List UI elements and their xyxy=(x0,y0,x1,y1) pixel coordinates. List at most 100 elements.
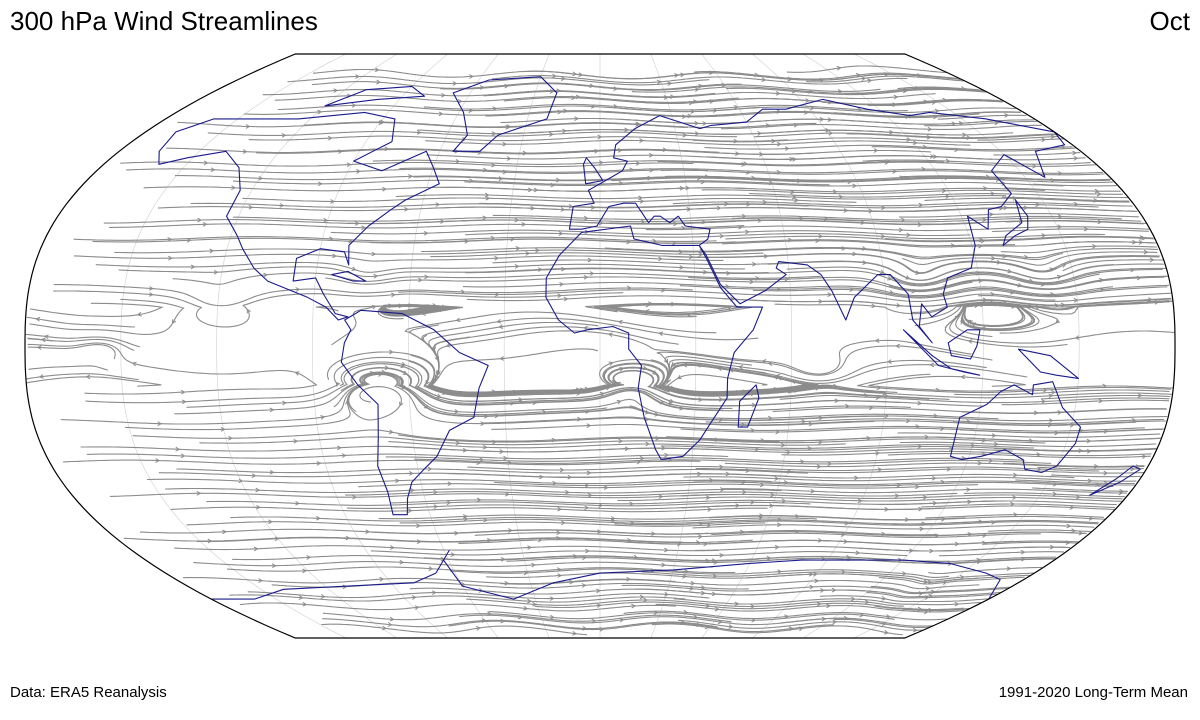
streamline-arrow xyxy=(894,493,900,499)
streamline-arrow xyxy=(813,571,818,577)
streamline-arrow xyxy=(599,627,605,632)
streamline-arrow xyxy=(975,270,981,276)
streamline-arrow xyxy=(351,102,357,108)
streamline-arrow xyxy=(898,227,904,233)
streamline-arrow xyxy=(1002,253,1008,259)
streamline-arrow xyxy=(827,461,833,467)
streamline-arrow xyxy=(649,167,655,173)
streamline-arrow xyxy=(599,391,605,397)
streamline xyxy=(884,531,1087,537)
streamline-arrow xyxy=(724,201,729,207)
streamline xyxy=(725,235,1156,243)
streamline-arrow xyxy=(293,438,299,444)
streamline-arrow xyxy=(1049,267,1055,272)
streamline-arrow xyxy=(819,384,825,390)
streamline-arrow xyxy=(1060,144,1066,150)
streamline xyxy=(868,375,1174,392)
streamline-arrow xyxy=(464,239,470,244)
streamline-arrow xyxy=(703,541,709,547)
streamline-arrow xyxy=(387,622,393,627)
streamline-arrow xyxy=(508,528,513,533)
streamline-arrow xyxy=(549,89,555,94)
streamline-arrow xyxy=(852,251,858,257)
streamline-arrow xyxy=(1052,481,1058,487)
streamline xyxy=(322,612,732,623)
streamline-arrow xyxy=(1004,113,1010,118)
streamline-arrow xyxy=(945,158,951,164)
streamline-arrow xyxy=(457,98,463,104)
streamline xyxy=(239,602,677,612)
streamline-arrow xyxy=(578,72,584,77)
streamline-arrow xyxy=(816,601,822,607)
streamline-arrow xyxy=(550,614,555,620)
streamline-arrow xyxy=(1130,466,1136,472)
streamline-arrow xyxy=(784,146,790,151)
streamline-arrow xyxy=(993,441,999,447)
streamline xyxy=(819,595,990,603)
streamline-arrow xyxy=(990,191,996,196)
streamline-arrow xyxy=(617,148,623,153)
streamline xyxy=(878,500,1117,506)
streamline-arrow xyxy=(1042,387,1048,393)
streamline-arrow xyxy=(389,545,395,550)
streamline-arrow xyxy=(1132,239,1137,245)
streamline xyxy=(73,236,717,242)
streamline-arrow xyxy=(476,460,482,465)
streamline-arrow xyxy=(705,558,711,564)
streamline-arrow xyxy=(960,374,966,380)
streamline-arrow xyxy=(402,370,408,375)
streamline-arrow xyxy=(665,378,670,383)
streamline xyxy=(447,473,1075,479)
streamline-arrow xyxy=(642,309,648,315)
streamline-arrow xyxy=(639,138,645,143)
streamline-arrow xyxy=(586,423,592,429)
streamline-arrow xyxy=(1139,235,1145,240)
streamline-arrow xyxy=(1010,501,1015,507)
streamline-arrow xyxy=(925,586,931,591)
streamline-arrow xyxy=(434,374,440,380)
streamline-arrow xyxy=(784,614,790,620)
streamline-arrow xyxy=(404,207,409,212)
streamline xyxy=(677,619,923,631)
streamline-arrow xyxy=(990,300,996,306)
streamline-arrow xyxy=(966,419,972,424)
streamline-arrow xyxy=(613,86,619,91)
streamline-arrow xyxy=(688,100,694,106)
streamline xyxy=(493,481,1114,487)
streamline xyxy=(899,175,1112,181)
streamline xyxy=(937,114,1027,120)
streamline xyxy=(459,614,863,626)
streamline-arrow xyxy=(462,447,468,453)
streamline-arrow xyxy=(648,152,654,158)
streamline-arrow xyxy=(840,532,846,537)
streamline-arrow xyxy=(559,282,565,287)
streamline xyxy=(330,229,971,237)
streamline-arrow xyxy=(619,617,625,623)
streamline-arrow xyxy=(886,359,892,364)
streamline-arrow xyxy=(773,387,779,392)
streamline-arrow xyxy=(861,246,867,251)
streamline-arrow xyxy=(717,619,723,625)
streamline-arrow xyxy=(725,471,731,477)
streamline xyxy=(27,342,318,395)
streamline-arrow xyxy=(852,183,858,189)
streamline-arrow xyxy=(978,278,984,284)
streamline-arrow xyxy=(866,435,872,441)
meridian-line xyxy=(312,54,448,638)
streamline-arrow xyxy=(433,377,438,382)
streamline-arrow xyxy=(960,86,966,91)
streamline-arrow xyxy=(758,515,764,521)
streamline-arrow xyxy=(740,422,746,428)
streamline-arrow xyxy=(887,276,893,281)
coastline-borneo xyxy=(947,329,981,360)
streamline-arrow xyxy=(700,590,706,596)
streamline-arrow xyxy=(691,390,697,395)
streamline-arrow xyxy=(733,104,739,110)
streamline-arrow xyxy=(780,442,786,448)
streamline-arrow xyxy=(741,213,747,219)
streamline-arrow xyxy=(1047,422,1053,428)
streamline-arrow xyxy=(663,95,669,100)
streamline-arrow xyxy=(1061,263,1067,268)
map-border xyxy=(24,53,1176,639)
streamline-arrow xyxy=(896,303,902,308)
